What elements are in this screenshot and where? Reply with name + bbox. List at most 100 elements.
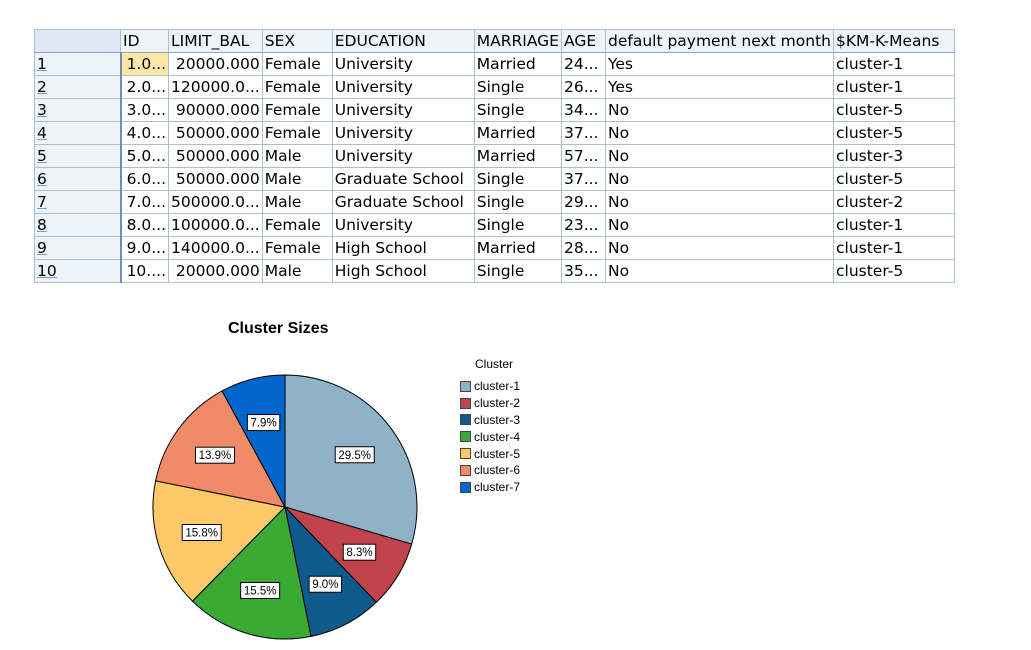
table-row[interactable]: 3 3.0... 90000.000 Female University Single 34…	[34, 98, 955, 122]
pie-label-cluster-7: 7.9%	[246, 414, 281, 432]
column-header-sex[interactable]: SEX	[261, 29, 333, 53]
cell-marriage[interactable]: Single	[473, 167, 562, 191]
column-header-id[interactable]: ID	[120, 29, 169, 53]
cell-limit-bal[interactable]: 50000.000	[168, 144, 263, 168]
cell-default-payment[interactable]: No	[604, 259, 835, 283]
legend-items: cluster-1 cluster-2 cluster-3 cluster-4 clus…	[460, 378, 520, 496]
legend-item-cluster-1: cluster-1	[460, 378, 520, 395]
cell-default-payment[interactable]: No	[604, 213, 835, 237]
cell-id[interactable]: 1.0...	[120, 52, 169, 76]
cell-default-payment[interactable]: Yes	[604, 75, 835, 99]
column-header-marriage[interactable]: MARRIAGE	[473, 29, 562, 53]
cell-limit-bal[interactable]: 50000.000	[168, 167, 263, 191]
column-header-education[interactable]: EDUCATION	[331, 29, 475, 53]
pie-label-cluster-2: 8.3%	[342, 543, 377, 561]
cell-limit-bal[interactable]: 100000.0...	[168, 213, 263, 237]
table-row[interactable]: 9 9.0... 140000.0... Female High School Marri…	[34, 236, 955, 260]
cell-km-k-means[interactable]: cluster-2	[833, 190, 955, 214]
cell-id[interactable]: 8.0...	[120, 213, 169, 237]
cell-marriage[interactable]: Married	[473, 52, 562, 76]
table-row[interactable]: 10 10.... 20000.000 Male High School Single 35…	[34, 259, 955, 283]
cell-id[interactable]: 5.0...	[120, 144, 169, 168]
column-header-age[interactable]: AGE	[560, 29, 606, 53]
legend-item-cluster-2: cluster-2	[460, 395, 520, 412]
row-number: 1	[37, 55, 47, 73]
cell-age[interactable]: 29...	[560, 190, 606, 214]
cell-sex[interactable]: Female	[261, 52, 333, 76]
cell-marriage[interactable]: Single	[473, 75, 562, 99]
cell-limit-bal[interactable]: 50000.000	[168, 121, 263, 145]
row-header[interactable]: 9	[34, 236, 122, 260]
cell-education[interactable]: University	[331, 98, 475, 122]
cell-marriage[interactable]: Married	[473, 236, 562, 260]
row-header[interactable]: 1	[34, 52, 122, 76]
grid-body: 1 1.0... 20000.000 Female University Married 2…	[34, 52, 955, 283]
cell-sex[interactable]: Female	[261, 236, 333, 260]
cell-marriage[interactable]: Single	[473, 190, 562, 214]
chart-legend: Cluster cluster-1 cluster-2 cluster-3 clust…	[460, 357, 520, 496]
pie-label-box	[240, 581, 281, 599]
cell-id[interactable]: 2.0...	[120, 75, 169, 99]
legend-label: cluster-3	[474, 412, 521, 427]
cell-education[interactable]: High School	[331, 236, 475, 260]
legend-swatch	[460, 397, 471, 409]
cell-age[interactable]: 23...	[560, 213, 606, 237]
cell-limit-bal[interactable]: 140000.0...	[168, 236, 263, 260]
cell-age[interactable]: 57...	[560, 144, 606, 168]
table-row[interactable]: 6 6.0... 50000.000 Male Graduate School Singl…	[34, 167, 955, 191]
cell-education[interactable]: University	[331, 121, 475, 145]
cell-education[interactable]: University	[331, 75, 475, 99]
cell-km-k-means[interactable]: cluster-3	[833, 144, 955, 168]
row-number: 4	[37, 124, 47, 142]
row-header[interactable]: 6	[34, 167, 122, 191]
cell-age[interactable]: 35...	[560, 259, 606, 283]
cell-education[interactable]: Graduate School	[331, 167, 475, 191]
cell-marriage[interactable]: Single	[473, 213, 562, 237]
pie-label-text: 15.8%	[185, 528, 218, 540]
cell-education[interactable]: Graduate School	[331, 190, 475, 214]
cell-marriage[interactable]: Single	[473, 98, 562, 122]
pie-label-box	[308, 575, 343, 593]
row-header[interactable]: 5	[34, 144, 122, 168]
pie-label-box	[194, 446, 235, 464]
legend-swatch	[460, 431, 471, 443]
cell-limit-bal[interactable]: 500000.0...	[168, 190, 263, 214]
pie-label-text: 8.3%	[346, 547, 372, 559]
cell-default-payment[interactable]: No	[604, 236, 835, 260]
cell-sex[interactable]: Male	[261, 190, 333, 214]
cell-sex[interactable]: Female	[261, 121, 333, 145]
cell-education[interactable]: High School	[331, 259, 475, 283]
row-header[interactable]: 2	[34, 75, 122, 99]
column-header-default-payment[interactable]: default payment next month	[604, 29, 835, 53]
pie-slices	[152, 374, 418, 640]
cell-sex[interactable]: Female	[261, 213, 333, 237]
cell-age[interactable]: 37...	[560, 167, 606, 191]
row-header[interactable]: 3	[34, 98, 122, 122]
cell-default-payment[interactable]: No	[604, 121, 835, 145]
legend-item-cluster-6: cluster-6	[460, 462, 520, 479]
cell-limit-bal[interactable]: 20000.000	[168, 259, 263, 283]
cell-education[interactable]: University	[331, 213, 475, 237]
header-row: ID LIMIT_BAL SEX EDUCATION MARRIAGE AGE …	[34, 29, 955, 53]
legend-item-cluster-5: cluster-5	[460, 445, 520, 462]
row-header[interactable]: 10	[34, 259, 122, 283]
table-row[interactable]: 5 5.0... 50000.000 Male University Married 57.…	[34, 144, 955, 168]
cell-id[interactable]: 10....	[120, 259, 169, 283]
legend-item-cluster-7: cluster-7	[460, 479, 520, 496]
table-row[interactable]: 4 4.0... 50000.000 Female University Married 3…	[34, 121, 955, 145]
cell-age[interactable]: 37...	[560, 121, 606, 145]
legend-label: cluster-4	[474, 429, 521, 444]
column-header-km-k-means[interactable]: $KM-K-Means	[833, 29, 955, 53]
cell-default-payment[interactable]: No	[604, 144, 835, 168]
legend-label: cluster-1	[474, 379, 521, 394]
cell-age[interactable]: 24...	[560, 52, 606, 76]
cell-km-k-means[interactable]: cluster-5	[833, 259, 955, 283]
cell-id[interactable]: 7.0...	[120, 190, 169, 214]
cell-sex[interactable]: Male	[261, 259, 333, 283]
cell-age[interactable]: 34...	[560, 98, 606, 122]
row-number: 8	[37, 216, 47, 234]
cell-km-k-means[interactable]: cluster-5	[833, 167, 955, 191]
corner-cell[interactable]	[34, 29, 121, 53]
cell-marriage[interactable]: Single	[473, 259, 562, 283]
